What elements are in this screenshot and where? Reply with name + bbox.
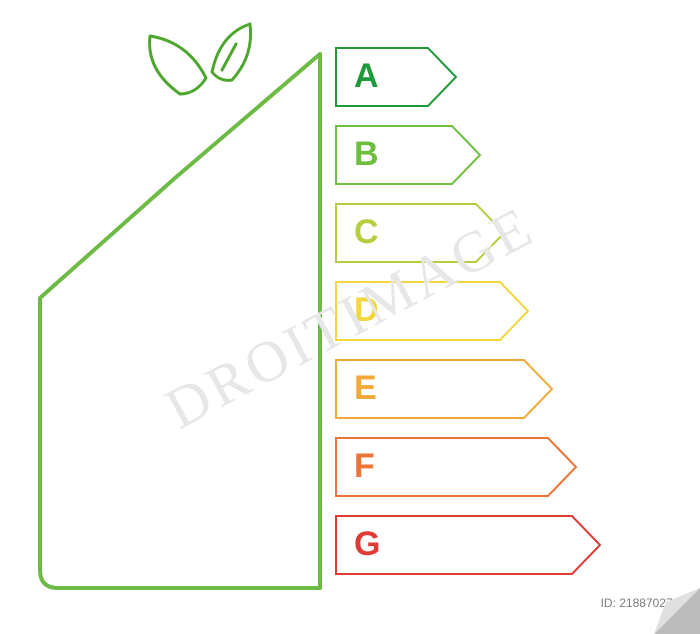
diagram-svg: A B C D E F G xyxy=(0,0,700,634)
energy-bar-label-c: C xyxy=(354,213,379,251)
house-outline xyxy=(40,54,320,588)
energy-bar-label-b: B xyxy=(354,135,379,173)
image-id-prefix: ID: xyxy=(601,596,616,610)
energy-bar-label-d: D xyxy=(354,291,379,329)
energy-bar-label-e: E xyxy=(354,369,377,407)
energy-bar-label-a: A xyxy=(354,57,379,95)
leaf-icon xyxy=(150,36,206,94)
energy-bar-label-g: G xyxy=(354,525,380,563)
corner-fold-icon xyxy=(654,588,700,634)
leaf-icon xyxy=(222,44,236,70)
energy-bar-label-f: F xyxy=(354,447,375,485)
energy-rating-infographic: DROITIMAGE ABCDEFG ID: 2188702726 xyxy=(0,0,700,634)
